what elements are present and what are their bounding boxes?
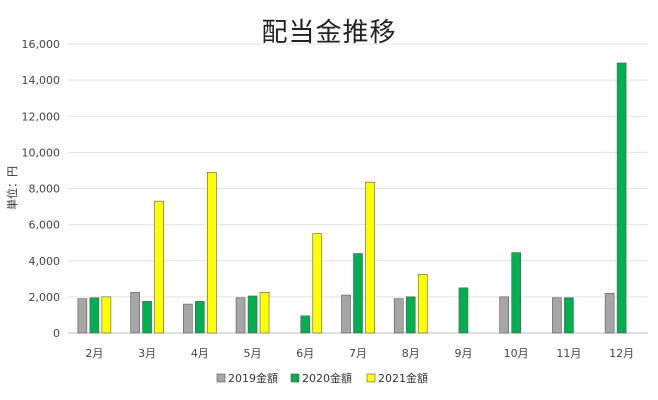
legend-swatch	[366, 373, 376, 383]
bar	[77, 298, 88, 334]
bar	[616, 62, 627, 334]
bar	[195, 301, 205, 334]
legend: 2019金額 2020金額 2021金額	[216, 371, 428, 385]
bar	[312, 233, 323, 334]
bar	[235, 297, 246, 334]
x-tick-label: 7月	[349, 347, 367, 360]
legend-label: 2020金額	[302, 371, 352, 385]
bar	[300, 315, 311, 334]
bar	[499, 296, 509, 334]
legend-label: 2019金額	[228, 371, 278, 385]
y-tick-label: 14,000	[22, 74, 61, 87]
bar	[89, 297, 100, 334]
y-tick-label: 8,000	[29, 183, 61, 196]
y-tick-label: 6,000	[29, 219, 61, 232]
legend-label: 2021金額	[378, 371, 428, 385]
y-tick-label: 2,000	[29, 291, 61, 304]
bar	[154, 200, 164, 334]
x-tick-label: 6月	[296, 347, 314, 360]
y-tick-label: 12,000	[22, 110, 61, 123]
x-tick-label: 11月	[556, 347, 581, 360]
x-tick-label: 9月	[454, 347, 472, 360]
y-tick-label: 0	[53, 327, 60, 340]
y-tick-label: 4,000	[29, 255, 61, 268]
bar	[393, 298, 404, 334]
y-axis-ticks: 0 2,000 4,000 6,000 8,000 10,000 12,000 14,000 1…	[22, 38, 61, 340]
bar	[259, 292, 270, 334]
bar	[458, 287, 469, 334]
x-tick-label: 3月	[138, 347, 156, 360]
bar	[247, 295, 258, 334]
bar	[552, 297, 562, 334]
bar	[341, 294, 351, 334]
bar	[183, 303, 193, 334]
bar	[101, 296, 112, 334]
bar	[130, 292, 140, 334]
y-tick-label: 10,000	[22, 146, 61, 159]
x-axis-ticks: 2月 3月 4月 5月 6月 7月 8月 9月 10月 11月 12月	[85, 347, 634, 360]
x-tick-label: 8月	[402, 347, 420, 360]
bar	[142, 301, 152, 334]
bar	[564, 297, 574, 334]
x-tick-label: 2月	[85, 347, 103, 360]
chart-title: 配当金推移	[261, 18, 397, 48]
bar	[365, 181, 375, 334]
bar	[417, 273, 428, 334]
bar	[207, 171, 217, 334]
y-tick-label: 16,000	[22, 38, 61, 51]
x-tick-label: 12月	[609, 347, 634, 360]
x-tick-label: 10月	[504, 347, 529, 360]
legend-swatch	[216, 373, 226, 383]
x-tick-label: 5月	[244, 347, 262, 360]
bar	[405, 296, 416, 334]
bar	[511, 252, 521, 334]
bar	[604, 292, 615, 334]
legend-swatch	[290, 373, 300, 383]
y-axis-label: 単位：円	[5, 166, 19, 210]
bar	[353, 253, 363, 334]
x-tick-label: 4月	[191, 347, 209, 360]
bars	[77, 62, 627, 334]
